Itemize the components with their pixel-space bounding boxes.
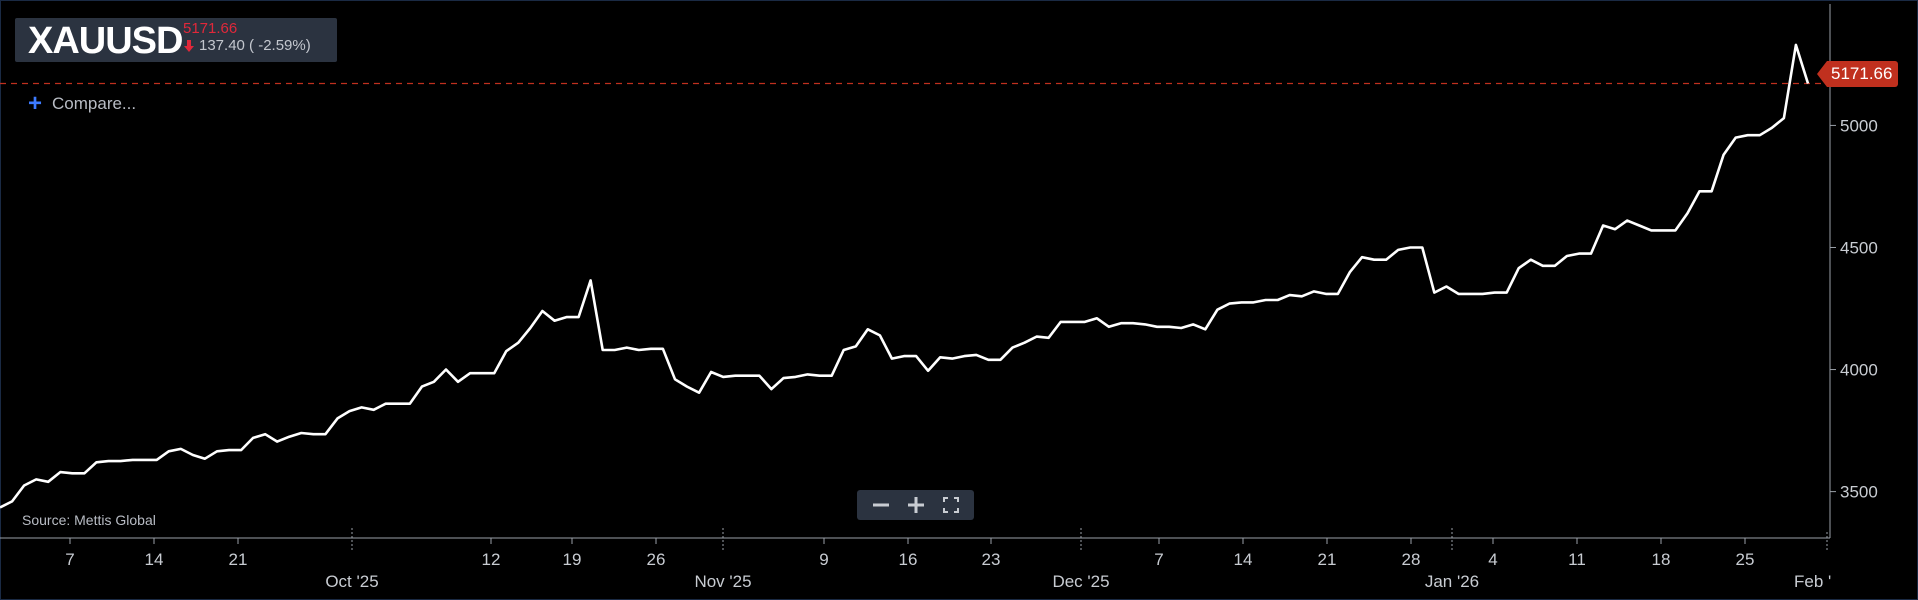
x-tick-label: 25 [1736,550,1755,569]
fullscreen-icon [942,497,959,513]
price-tag-value: 5171.66 [1827,61,1899,87]
y-tick-label: 3500 [1840,483,1878,502]
x-tick-label: 21 [1318,550,1337,569]
price-tag-arrow [1817,61,1827,87]
x-tick-label: 11 [1568,550,1586,569]
y-tick-label: 5000 [1840,116,1878,135]
x-major-tick-label: Nov '25 [694,572,751,591]
x-tick-label: 7 [65,550,74,569]
price-series-line [0,43,1810,509]
symbol-name: XAUUSD [28,20,183,62]
zoom-in-icon [907,497,924,513]
x-tick-label: 4 [1488,550,1497,569]
x-tick-label: 23 [982,550,1001,569]
x-tick-label: 18 [1652,550,1671,569]
x-tick-label: 12 [482,550,501,569]
zoom-out-icon [872,503,889,507]
x-tick-label: 9 [819,550,828,569]
x-major-tick-label: Jan '26 [1425,572,1479,591]
last-price: 5171.66 [183,20,238,37]
y-tick-label: 4500 [1840,238,1878,257]
x-tick-label: 14 [1234,550,1253,569]
x-tick-label: 19 [563,550,582,569]
compare-label: Compare... [52,94,137,113]
x-tick-label: 28 [1402,550,1421,569]
x-major-tick-label: Dec '25 [1052,572,1109,591]
x-tick-label: 21 [229,550,248,569]
source-label: Source: Mettis Global [22,512,156,528]
last-price-tag: 5171.66 [1817,61,1899,87]
x-tick-label: 16 [899,550,918,569]
arrow-down-icon [183,38,195,54]
zoom-in-button[interactable] [902,493,930,517]
x-major-tick-label: Oct '25 [325,572,378,591]
fullscreen-button[interactable] [937,493,965,517]
x-major-tick-label: Feb ' [1794,572,1831,591]
x-tick-label: 14 [145,550,164,569]
compare-button[interactable]: + Compare... [28,92,136,116]
x-tick-label: 26 [647,550,666,569]
y-tick-label: 4000 [1840,361,1878,380]
zoom-controls [857,490,974,520]
plus-icon: + [28,90,43,117]
price-change-value: 137.40 ( -2.59%) [199,37,311,54]
price-change: 137.40 ( -2.59%) [183,37,311,54]
x-tick-label: 7 [1154,550,1163,569]
symbol-header: XAUUSD 5171.66 137.40 ( -2.59%) [15,18,337,62]
zoom-out-button[interactable] [867,493,895,517]
